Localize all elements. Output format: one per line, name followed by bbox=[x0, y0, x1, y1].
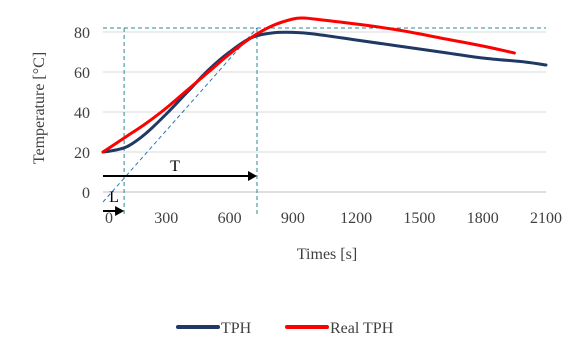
annotation-l-label: L bbox=[109, 189, 119, 206]
annotation-arrows bbox=[103, 171, 257, 216]
series-line-real-tph bbox=[101, 16, 516, 154]
y-tick-labels: 0 20 40 60 80 bbox=[74, 25, 90, 202]
y-tick-60: 60 bbox=[74, 65, 90, 82]
y-tick-20: 20 bbox=[74, 145, 90, 162]
x-tick-2100: 2100 bbox=[530, 210, 562, 227]
x-tick-1800: 1800 bbox=[467, 210, 499, 227]
y-axis-title: Temperature [°C] bbox=[31, 52, 48, 164]
series-lines bbox=[101, 16, 548, 154]
legend-label-real-tph: Real TPH bbox=[330, 320, 394, 337]
y-tick-0: 0 bbox=[82, 185, 90, 202]
x-tick-labels: 0 300 600 900 1200 1500 1800 2100 bbox=[105, 210, 562, 227]
y-tick-80: 80 bbox=[74, 25, 90, 42]
reference-guides bbox=[102, 27, 546, 214]
tangent-line bbox=[102, 27, 258, 203]
x-tick-1500: 1500 bbox=[403, 210, 435, 227]
x-tick-0: 0 bbox=[105, 210, 113, 227]
arrow-l-head bbox=[115, 206, 125, 216]
annotation-t-label: T bbox=[170, 158, 180, 175]
legend-label-tph: TPH bbox=[221, 320, 252, 337]
x-tick-1200: 1200 bbox=[340, 210, 372, 227]
grid-lines bbox=[103, 31, 546, 193]
arrow-t-head bbox=[247, 171, 257, 181]
legend: TPH Real TPH bbox=[176, 320, 394, 337]
y-tick-40: 40 bbox=[74, 105, 90, 122]
x-tick-300: 300 bbox=[154, 210, 178, 227]
series-line-tph bbox=[101, 30, 548, 154]
x-tick-600: 600 bbox=[218, 210, 242, 227]
x-axis-title: Times [s] bbox=[297, 246, 357, 263]
x-tick-900: 900 bbox=[281, 210, 305, 227]
